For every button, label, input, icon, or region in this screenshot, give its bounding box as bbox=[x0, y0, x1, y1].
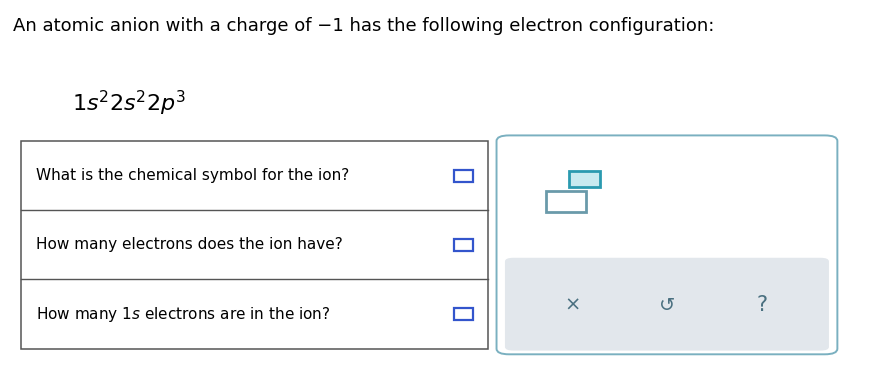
Text: How many electrons does the ion have?: How many electrons does the ion have? bbox=[36, 237, 343, 252]
Text: ?: ? bbox=[756, 295, 767, 315]
Text: $1s^{2}2s^{2}2p^{3}$: $1s^{2}2s^{2}2p^{3}$ bbox=[72, 89, 186, 118]
FancyBboxPatch shape bbox=[505, 258, 829, 351]
Text: How many $1s$ electrons are in the ion?: How many $1s$ electrons are in the ion? bbox=[36, 305, 331, 324]
FancyBboxPatch shape bbox=[496, 135, 837, 354]
FancyBboxPatch shape bbox=[454, 239, 473, 251]
FancyBboxPatch shape bbox=[570, 171, 599, 187]
Text: An atomic anion with a charge of −1 has the following electron configuration:: An atomic anion with a charge of −1 has … bbox=[12, 17, 714, 35]
FancyBboxPatch shape bbox=[454, 308, 473, 320]
Text: ↺: ↺ bbox=[659, 296, 676, 315]
FancyBboxPatch shape bbox=[546, 191, 586, 212]
Text: What is the chemical symbol for the ion?: What is the chemical symbol for the ion? bbox=[36, 168, 349, 183]
Text: ×: × bbox=[564, 296, 580, 315]
FancyBboxPatch shape bbox=[21, 141, 488, 349]
FancyBboxPatch shape bbox=[454, 170, 473, 181]
